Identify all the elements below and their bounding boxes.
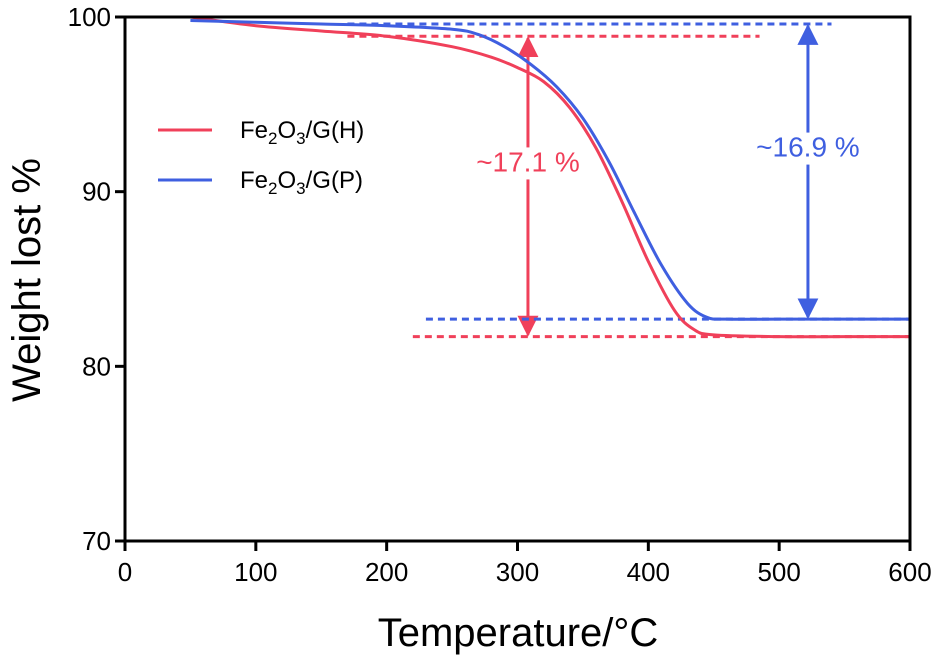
legend-label-part: Fe [240, 117, 268, 144]
legend-label-part: Fe [240, 167, 268, 194]
x-tick-label: 500 [757, 557, 800, 587]
legend-label-part: 3 [296, 179, 305, 198]
axes-layer [115, 15, 912, 551]
x-tick-label: 200 [365, 557, 408, 587]
legend: Fe2O3/G(H)Fe2O3/G(P) [158, 117, 364, 198]
y-tick-label: 70 [82, 526, 111, 556]
x-tick-label: 600 [888, 557, 931, 587]
x-tick-label: 0 [118, 557, 132, 587]
legend-label-part: 3 [296, 129, 305, 148]
annotation-label-H: ~17.1 % [476, 146, 580, 177]
y-tick-label: 100 [68, 2, 111, 32]
legend-label-part: /G(H) [306, 117, 365, 144]
legend-label-part: 2 [268, 129, 277, 148]
x-tick-label: 400 [627, 557, 670, 587]
legend-label-part: /G(P) [306, 167, 363, 194]
legend-label-part: 2 [268, 179, 277, 198]
legend-label-part: O [277, 117, 296, 144]
annotation-label-P: ~16.9 % [756, 132, 860, 163]
legend-label-part: O [277, 167, 296, 194]
plot-frame [123, 15, 912, 543]
annotation-label-bg [737, 132, 878, 165]
annotation-layer: ~17.1 % ~16.9 % [347, 22, 910, 339]
x-tick-label: 100 [234, 557, 277, 587]
x-axis-title: Temperature/°C [378, 611, 659, 655]
legend-label-P: Fe2O3/G(P) [240, 167, 363, 198]
y-axis-title: Weight lost % [5, 158, 49, 402]
series-line-P [190, 18, 910, 321]
series-line-H [190, 15, 910, 339]
y-tick-label: 80 [82, 351, 111, 381]
annotation-label-bg [457, 147, 598, 180]
x-tick-label: 300 [496, 557, 539, 587]
tick-labels: 0 100 200 300 400 500 600 70 80 90 100 [68, 2, 932, 587]
legend-label-H: Fe2O3/G(H) [240, 117, 364, 148]
series-layer [190, 15, 910, 339]
y-tick-label: 90 [82, 177, 111, 207]
